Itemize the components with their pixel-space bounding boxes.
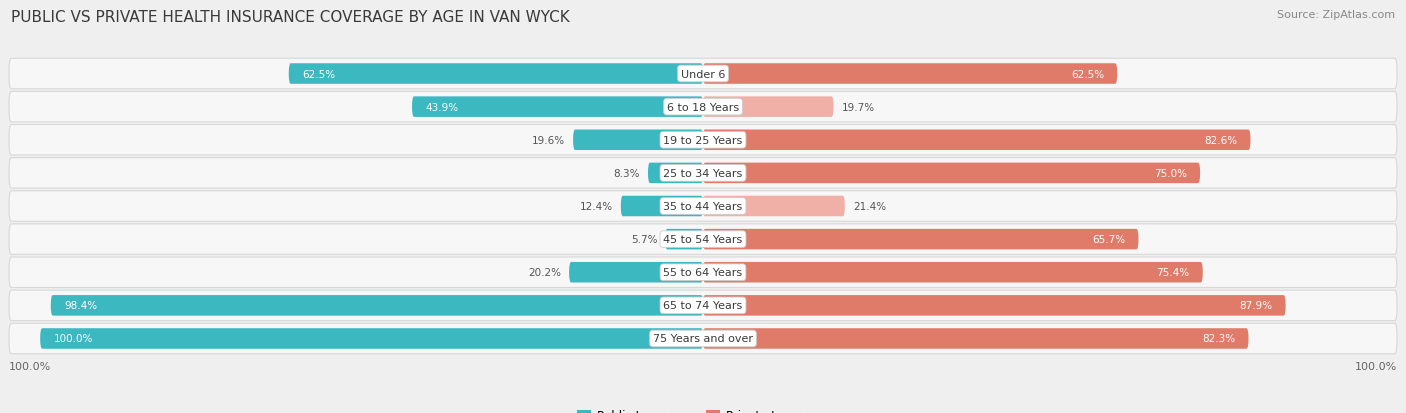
Text: 8.3%: 8.3% bbox=[613, 169, 640, 178]
Text: 82.3%: 82.3% bbox=[1202, 334, 1236, 344]
Text: 21.4%: 21.4% bbox=[853, 202, 886, 211]
FancyBboxPatch shape bbox=[574, 130, 703, 151]
Text: 43.9%: 43.9% bbox=[425, 102, 458, 112]
FancyBboxPatch shape bbox=[8, 257, 1398, 288]
FancyBboxPatch shape bbox=[621, 196, 703, 217]
FancyBboxPatch shape bbox=[8, 290, 1398, 321]
Text: 19.6%: 19.6% bbox=[531, 135, 565, 145]
FancyBboxPatch shape bbox=[703, 196, 845, 217]
FancyBboxPatch shape bbox=[8, 191, 1398, 222]
Text: 25 to 34 Years: 25 to 34 Years bbox=[664, 169, 742, 178]
Text: 75.0%: 75.0% bbox=[1154, 169, 1187, 178]
Text: 87.9%: 87.9% bbox=[1239, 301, 1272, 311]
Text: 12.4%: 12.4% bbox=[579, 202, 613, 211]
Text: 6 to 18 Years: 6 to 18 Years bbox=[666, 102, 740, 112]
Text: 100.0%: 100.0% bbox=[1355, 361, 1398, 371]
FancyBboxPatch shape bbox=[8, 224, 1398, 255]
FancyBboxPatch shape bbox=[703, 262, 1202, 283]
FancyBboxPatch shape bbox=[648, 163, 703, 184]
Text: 19 to 25 Years: 19 to 25 Years bbox=[664, 135, 742, 145]
FancyBboxPatch shape bbox=[8, 323, 1398, 354]
Text: PUBLIC VS PRIVATE HEALTH INSURANCE COVERAGE BY AGE IN VAN WYCK: PUBLIC VS PRIVATE HEALTH INSURANCE COVER… bbox=[11, 10, 569, 25]
FancyBboxPatch shape bbox=[703, 64, 1118, 85]
Text: 98.4%: 98.4% bbox=[65, 301, 97, 311]
FancyBboxPatch shape bbox=[8, 125, 1398, 156]
Text: 55 to 64 Years: 55 to 64 Years bbox=[664, 268, 742, 278]
Text: 45 to 54 Years: 45 to 54 Years bbox=[664, 235, 742, 244]
Text: 75.4%: 75.4% bbox=[1156, 268, 1189, 278]
Text: 82.6%: 82.6% bbox=[1204, 135, 1237, 145]
FancyBboxPatch shape bbox=[703, 97, 834, 118]
FancyBboxPatch shape bbox=[569, 262, 703, 283]
Text: 62.5%: 62.5% bbox=[1071, 69, 1104, 79]
FancyBboxPatch shape bbox=[8, 158, 1398, 189]
FancyBboxPatch shape bbox=[412, 97, 703, 118]
Text: 19.7%: 19.7% bbox=[842, 102, 875, 112]
Text: 35 to 44 Years: 35 to 44 Years bbox=[664, 202, 742, 211]
FancyBboxPatch shape bbox=[703, 130, 1250, 151]
FancyBboxPatch shape bbox=[703, 328, 1249, 349]
Text: Under 6: Under 6 bbox=[681, 69, 725, 79]
Text: 20.2%: 20.2% bbox=[529, 268, 561, 278]
FancyBboxPatch shape bbox=[703, 229, 1139, 250]
Text: 75 Years and over: 75 Years and over bbox=[652, 334, 754, 344]
FancyBboxPatch shape bbox=[8, 59, 1398, 90]
FancyBboxPatch shape bbox=[665, 229, 703, 250]
FancyBboxPatch shape bbox=[703, 295, 1285, 316]
FancyBboxPatch shape bbox=[703, 163, 1201, 184]
Text: Source: ZipAtlas.com: Source: ZipAtlas.com bbox=[1277, 10, 1395, 20]
FancyBboxPatch shape bbox=[288, 64, 703, 85]
FancyBboxPatch shape bbox=[51, 295, 703, 316]
Text: 65 to 74 Years: 65 to 74 Years bbox=[664, 301, 742, 311]
Legend: Public Insurance, Private Insurance: Public Insurance, Private Insurance bbox=[572, 404, 834, 413]
FancyBboxPatch shape bbox=[41, 328, 703, 349]
FancyBboxPatch shape bbox=[8, 92, 1398, 123]
Text: 100.0%: 100.0% bbox=[8, 361, 51, 371]
Text: 62.5%: 62.5% bbox=[302, 69, 335, 79]
Text: 5.7%: 5.7% bbox=[631, 235, 657, 244]
Text: 100.0%: 100.0% bbox=[53, 334, 93, 344]
Text: 65.7%: 65.7% bbox=[1092, 235, 1125, 244]
